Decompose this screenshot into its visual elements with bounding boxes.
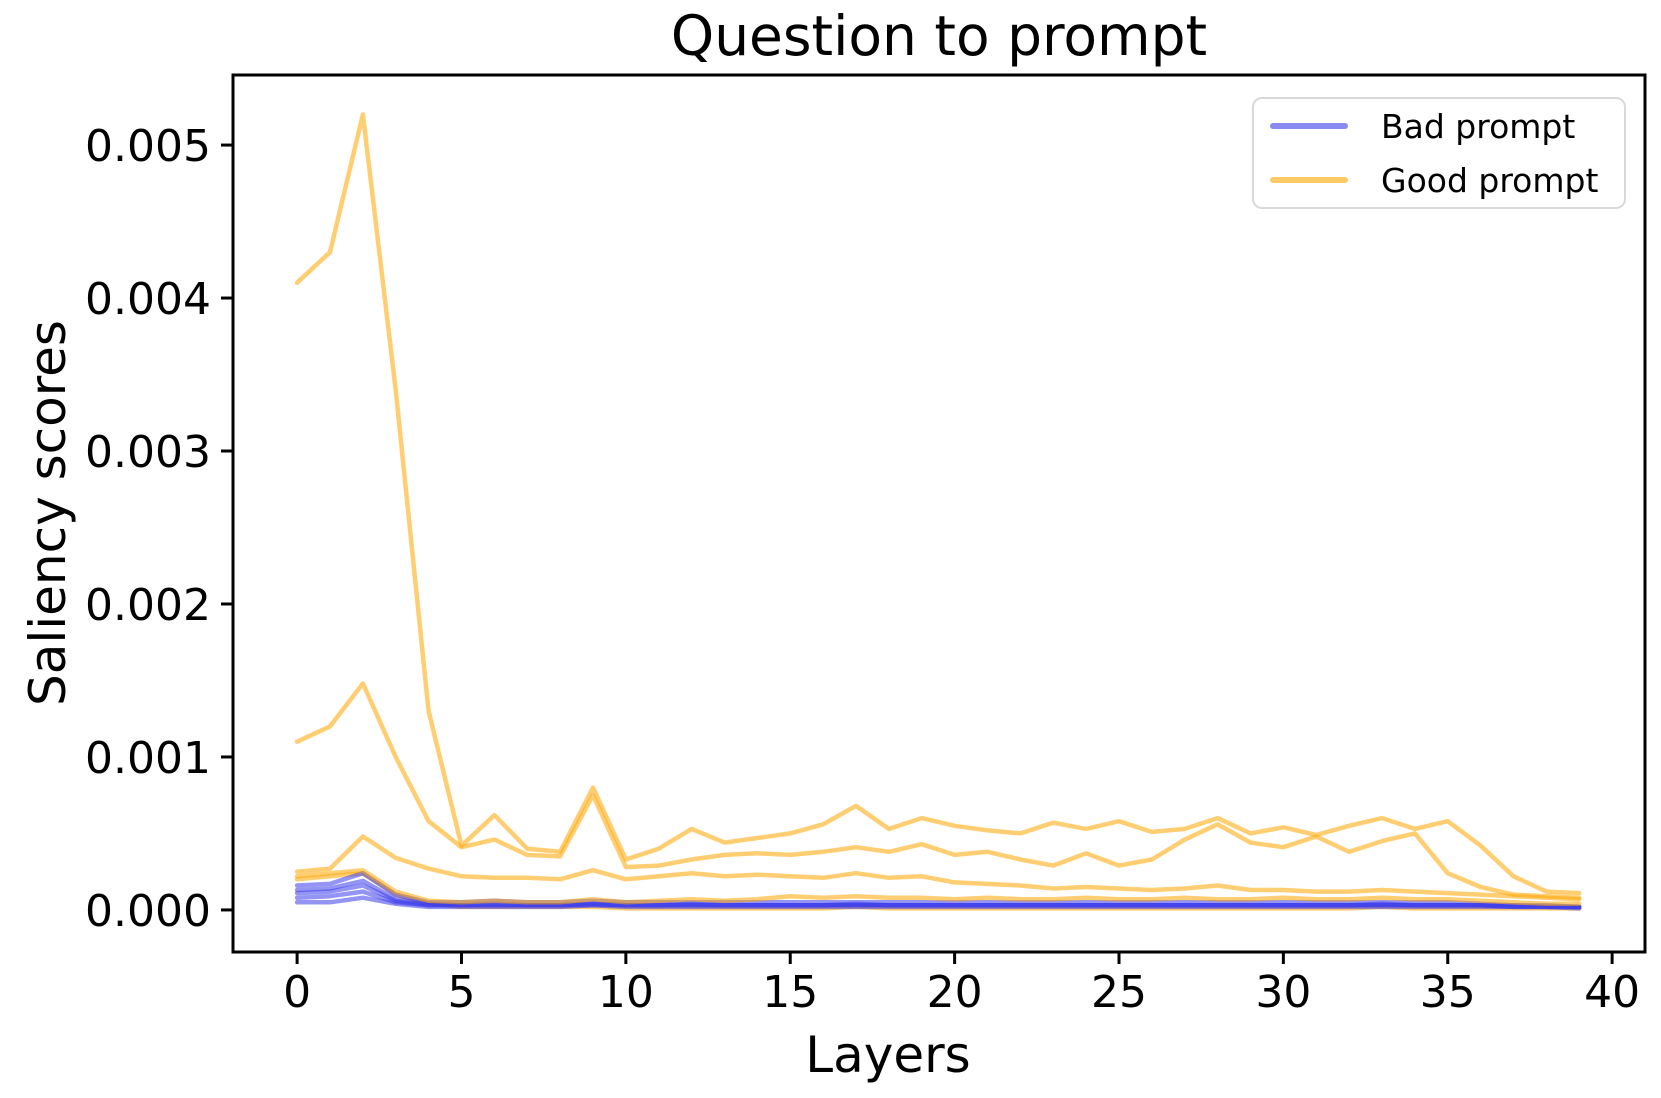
y-tick-label: 0.001 <box>85 733 211 784</box>
x-tick-label: 20 <box>927 967 983 1018</box>
legend-row-bad-prompt: Bad prompt <box>1270 102 1608 150</box>
y-tick-label: 0.002 <box>85 580 211 631</box>
x-tick-label: 0 <box>283 967 311 1018</box>
legend-swatch-bad-prompt <box>1270 123 1348 129</box>
x-tick-label: 5 <box>447 967 475 1018</box>
y-tick-label: 0.005 <box>85 121 211 172</box>
series-line-good-1 <box>294 112 1582 896</box>
chart-title: Question to prompt <box>670 4 1208 68</box>
y-axis-label: Saliency scores <box>19 320 77 706</box>
legend-label-good-prompt: Good prompt <box>1381 160 1599 200</box>
x-tick-label: 35 <box>1420 967 1476 1018</box>
x-axis-label: Layers <box>805 1026 971 1084</box>
y-tick-label: 0.003 <box>85 427 211 478</box>
x-tick-label: 30 <box>1255 967 1311 1018</box>
legend-label-bad-prompt: Bad prompt <box>1381 106 1576 146</box>
x-tick-label: 15 <box>762 967 818 1018</box>
y-tick-label: 0.000 <box>85 886 211 937</box>
x-tick-label: 40 <box>1584 967 1640 1018</box>
y-tick-label: 0.004 <box>85 274 211 325</box>
x-tick-label: 25 <box>1091 967 1147 1018</box>
series-line-good-2 <box>294 681 1582 900</box>
plot-border <box>231 73 1647 954</box>
series-line-good-4 <box>294 867 1582 907</box>
x-tick-label: 10 <box>598 967 654 1018</box>
legend-row-good-prompt: Good prompt <box>1270 156 1608 204</box>
legend: Bad prompt Good prompt <box>1252 97 1626 209</box>
series-line-good-3 <box>294 834 1582 902</box>
legend-swatch-good-prompt <box>1270 177 1348 183</box>
